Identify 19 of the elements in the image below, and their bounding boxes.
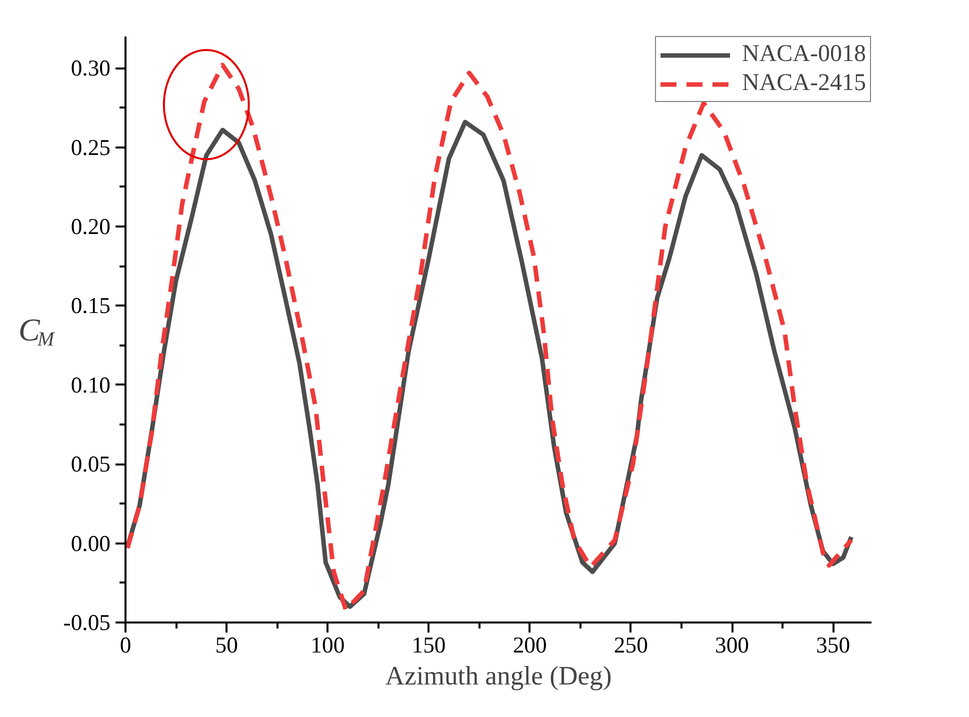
x-tick-label: 250 <box>614 632 648 658</box>
legend-label: NACA-0018 <box>742 41 866 68</box>
x-tick-label: 50 <box>215 632 238 658</box>
y-tick-label: 0.15 <box>70 293 111 318</box>
y-tick-label: 0.00 <box>70 530 111 556</box>
y-tick-label: 0.05 <box>70 452 111 477</box>
x-tick-label: 100 <box>310 632 345 658</box>
y-tick-label: 0.20 <box>70 214 111 240</box>
legend-label: NACA-2415 <box>742 70 866 97</box>
y-tick-label: 0.30 <box>70 56 111 81</box>
y-tick-label: -0.05 <box>63 610 111 635</box>
x-tick-label: 350 <box>816 632 850 658</box>
x-tick-label: 300 <box>715 632 749 658</box>
x-tick-label: 150 <box>412 632 446 658</box>
x-axis-title: Azimuth angle (Deg) <box>385 660 612 690</box>
y-tick-label: 0.10 <box>70 372 111 398</box>
x-tick-label: 200 <box>512 632 547 658</box>
y-tick-label: 0.25 <box>70 134 111 160</box>
x-tick-label: 0 <box>120 632 132 658</box>
